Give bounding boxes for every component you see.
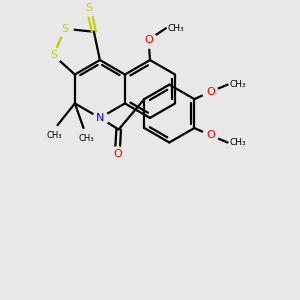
Text: CH₃: CH₃: [47, 131, 62, 140]
Text: CH₃: CH₃: [79, 134, 94, 143]
Text: O: O: [206, 130, 214, 140]
Text: CH₃: CH₃: [230, 138, 247, 147]
Text: O: O: [144, 35, 153, 45]
Text: S: S: [50, 50, 57, 60]
Text: O: O: [113, 149, 122, 159]
Text: N: N: [96, 113, 104, 123]
Text: S: S: [61, 24, 69, 34]
Text: CH₃: CH₃: [230, 80, 247, 89]
Text: S: S: [85, 3, 92, 13]
Text: CH₃: CH₃: [167, 24, 184, 33]
Text: O: O: [206, 87, 214, 97]
